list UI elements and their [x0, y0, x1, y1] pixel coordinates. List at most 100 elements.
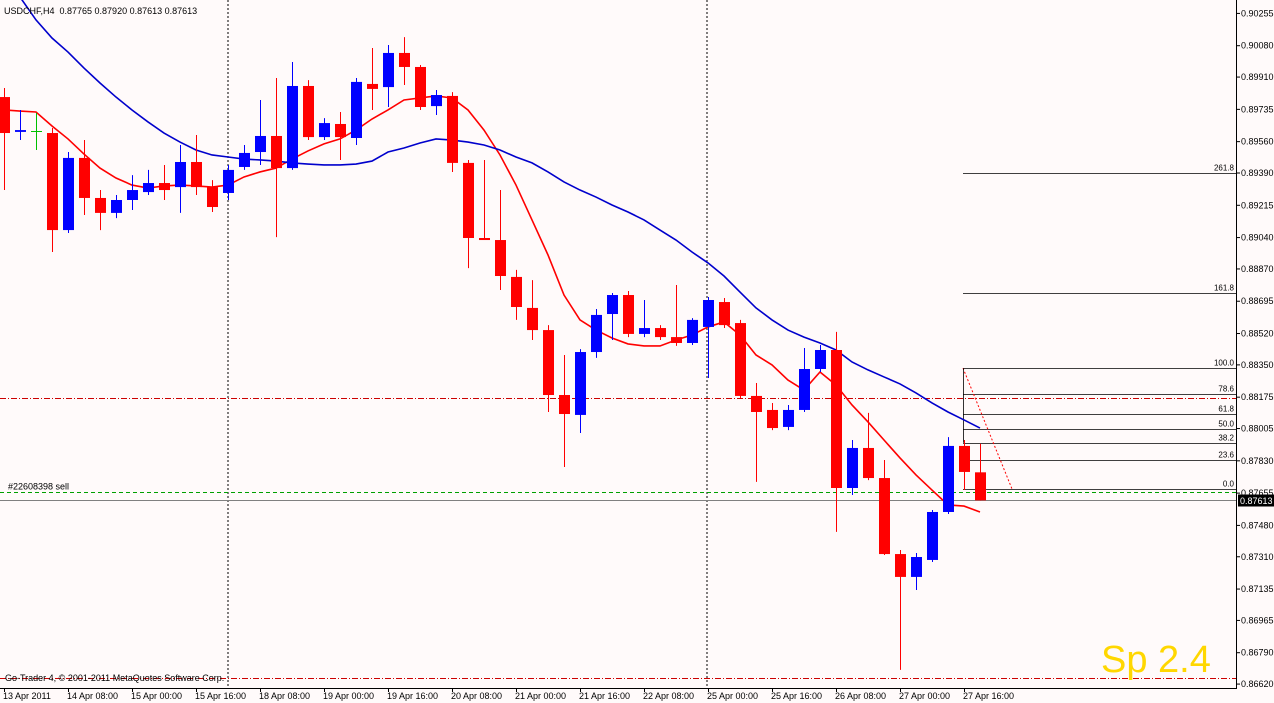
candle-body [15, 130, 26, 132]
candle-body [639, 328, 650, 334]
x-tick-label: 26 Apr 08:00 [835, 691, 886, 701]
y-tick-label: 0.89040 [1241, 233, 1274, 243]
candle-body [415, 66, 426, 108]
y-tick-label: 0.89560 [1241, 137, 1274, 147]
y-tick-label: 0.86790 [1241, 648, 1274, 658]
fibo-label: 261.8 [1214, 164, 1235, 173]
candle-body [271, 135, 282, 169]
candle-body [767, 409, 778, 429]
x-tick-label: 13 Apr 2011 [3, 691, 51, 701]
candle-body [255, 135, 266, 153]
candle-body [895, 554, 906, 577]
candle-body [399, 52, 410, 67]
candle-body [463, 162, 474, 239]
y-tick-label: 0.90255 [1241, 8, 1274, 18]
candle-body [527, 307, 538, 331]
candle-body [815, 349, 826, 369]
x-tick-label: 22 Apr 08:00 [643, 691, 694, 701]
candle-body [31, 130, 42, 132]
x-tick-label: 18 Apr 08:00 [259, 691, 310, 701]
candle-body [207, 187, 218, 208]
x-tick-label: 27 Apr 16:00 [963, 691, 1014, 701]
fibo-label: 50.0 [1218, 420, 1234, 429]
candle-body [79, 157, 90, 198]
fibo-label: 61.8 [1218, 405, 1234, 414]
chart-header: USDCHF,H4 0.87765 0.87920 0.87613 0.8761… [4, 6, 197, 16]
candle-body [223, 169, 234, 193]
candle-body [879, 478, 890, 555]
candle-body [175, 161, 186, 188]
spread-label: Sp 2.4 [1101, 639, 1211, 681]
y-tick-label: 0.90080 [1241, 41, 1274, 51]
fibo-label: 161.8 [1214, 284, 1235, 293]
y-tick-label: 0.88175 [1241, 392, 1274, 402]
x-tick-label: 21 Apr 00:00 [515, 691, 566, 701]
candle-body [191, 161, 202, 188]
candle-body [0, 97, 10, 134]
y-tick-label: 0.86620 [1241, 679, 1274, 689]
fibo-trendline [962, 367, 1013, 490]
plot-area [0, 0, 1236, 688]
y-tick-label: 0.88695 [1241, 296, 1274, 306]
y-tick-label: 0.89735 [1241, 104, 1274, 114]
candle-body [511, 276, 522, 308]
candle-body [287, 85, 298, 169]
candle-body [607, 295, 618, 315]
x-tick-label: 14 Apr 08:00 [67, 691, 118, 701]
candle-body [751, 395, 762, 412]
moving-average [21, 0, 981, 429]
candle-body [975, 472, 986, 501]
candle-body [831, 349, 842, 489]
candle-body [431, 95, 442, 107]
candle-body [591, 314, 602, 353]
y-tick-label: 0.89215 [1241, 200, 1274, 210]
candle-body [383, 52, 394, 88]
fibo-label: 38.2 [1218, 434, 1234, 443]
y-tick-label: 0.89910 [1241, 72, 1274, 82]
fibo-label: 23.6 [1218, 451, 1234, 460]
candle-body [623, 295, 634, 334]
candle-body [543, 330, 554, 396]
candle-body [863, 447, 874, 479]
current-price-label: 0.87613 [1240, 496, 1273, 506]
fibo-label: 100.0 [1214, 359, 1235, 368]
candle-body [943, 445, 954, 512]
candle-body [447, 95, 458, 163]
candle-body [735, 323, 746, 396]
x-tick-label: 21 Apr 16:00 [579, 691, 630, 701]
x-tick-label: 25 Apr 00:00 [707, 691, 758, 701]
candle-body [63, 157, 74, 231]
candle-body [319, 123, 330, 138]
copyright: Go-Trader 4, © 2001-2011 MetaQuotes Soft… [5, 673, 224, 683]
y-tick-label: 0.88350 [1241, 360, 1274, 370]
candle-body [559, 395, 570, 415]
candle-body [959, 445, 970, 472]
candle-body [239, 152, 250, 167]
candle-body [367, 83, 378, 89]
price-box [1238, 494, 1274, 507]
candle-body [495, 240, 506, 277]
candle-body [47, 133, 58, 231]
candle-body [911, 557, 922, 577]
candle-body [351, 81, 362, 139]
y-tick-label: 0.87135 [1241, 584, 1274, 594]
candle-body [719, 302, 730, 326]
y-tick-label: 0.89390 [1241, 168, 1274, 178]
x-tick-label: 15 Apr 00:00 [131, 691, 182, 701]
candle-body [703, 299, 714, 327]
x-tick-label: 20 Apr 08:00 [451, 691, 502, 701]
y-tick-label: 0.87830 [1241, 456, 1274, 466]
y-tick-label: 0.87310 [1241, 552, 1274, 562]
x-tick-label: 19 Apr 16:00 [387, 691, 438, 701]
candle-body [847, 447, 858, 489]
candle-body [783, 409, 794, 427]
x-tick-label: 19 Apr 00:00 [323, 691, 374, 701]
candle-body [143, 183, 154, 193]
y-tick-label: 0.86965 [1241, 615, 1274, 625]
candle-body [95, 197, 106, 213]
fibo-label: 78.6 [1218, 385, 1234, 394]
candle-body [799, 368, 810, 410]
candle-body [575, 352, 586, 415]
